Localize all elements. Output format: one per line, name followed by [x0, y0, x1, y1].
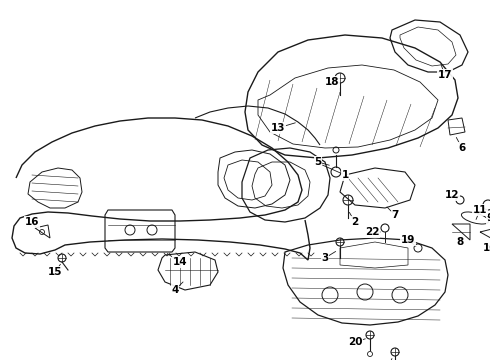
Text: 15: 15: [48, 267, 62, 277]
Text: 9: 9: [487, 213, 490, 223]
Text: 7: 7: [392, 210, 399, 220]
Text: 13: 13: [271, 123, 285, 133]
Text: 4: 4: [172, 285, 179, 295]
Text: 14: 14: [172, 257, 187, 267]
Text: 10: 10: [483, 243, 490, 253]
Text: 20: 20: [348, 337, 362, 347]
Text: 11: 11: [473, 205, 487, 215]
Text: 6: 6: [458, 143, 466, 153]
Text: 2: 2: [351, 217, 359, 227]
Text: 18: 18: [325, 77, 339, 87]
Text: 8: 8: [456, 237, 464, 247]
Text: 19: 19: [401, 235, 415, 245]
Text: 17: 17: [438, 70, 452, 80]
Text: 16: 16: [25, 217, 39, 227]
Text: 3: 3: [321, 253, 329, 263]
Text: 22: 22: [365, 227, 379, 237]
Text: 1: 1: [342, 170, 348, 180]
Text: 12: 12: [445, 190, 459, 200]
Text: 5: 5: [315, 157, 321, 167]
